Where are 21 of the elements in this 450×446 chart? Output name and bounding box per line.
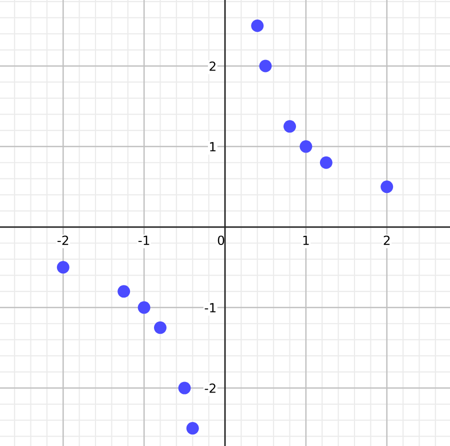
point: [178, 382, 191, 394]
y-tick-label: -1: [204, 303, 216, 312]
point: [138, 301, 150, 314]
point: [251, 20, 264, 32]
point: [118, 285, 130, 298]
x-tick-label: -1: [138, 236, 150, 245]
point: [320, 156, 332, 169]
y-tick-label: 2: [210, 61, 216, 71]
point: [284, 120, 296, 133]
x-tick-label: 1: [303, 236, 309, 245]
x-tick-label: -2: [58, 236, 68, 245]
x-tick-label: 0: [218, 236, 224, 246]
point: [300, 140, 312, 153]
point: [154, 321, 166, 334]
y-tick-label: -2: [204, 384, 216, 393]
point: [56, 261, 70, 274]
point: [259, 60, 272, 72]
point: [186, 422, 199, 435]
x-tick-label: 2: [384, 236, 390, 245]
point: [380, 180, 394, 194]
y-tick-label: 1: [210, 142, 216, 152]
